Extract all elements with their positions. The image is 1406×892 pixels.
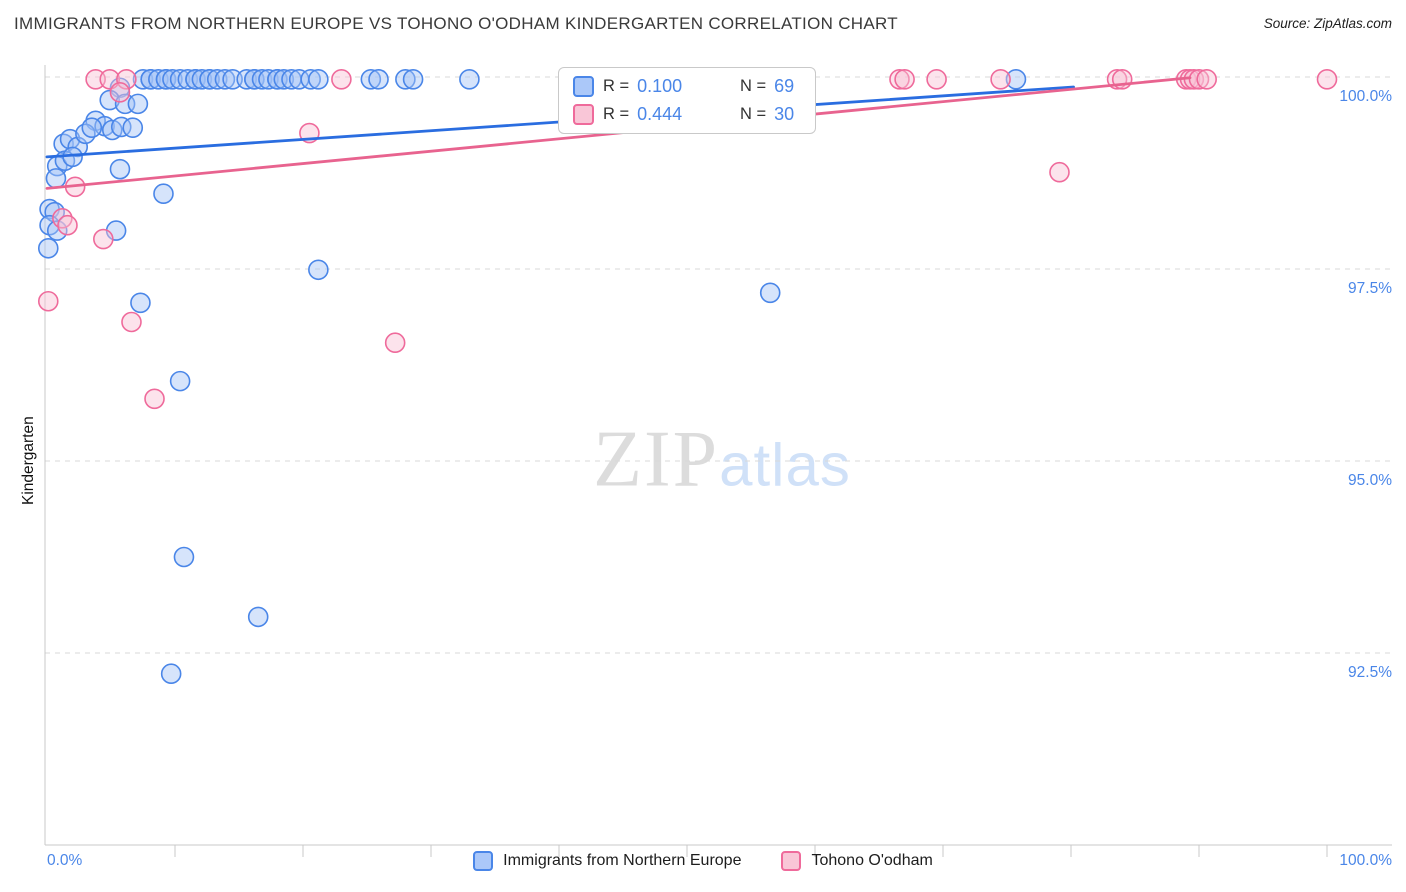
legend-row-blue: R = 0.100 N = 69 [573, 76, 801, 97]
source-attribution: Source: ZipAtlas.com [1263, 16, 1392, 31]
correlation-legend-box: R = 0.100 N = 69 R = 0.444 N = 30 [558, 67, 816, 134]
legend-item-immigrants: Immigrants from Northern Europe [473, 851, 741, 871]
y-tick-95: 95.0% [1348, 472, 1392, 489]
x-tick-100: 100.0% [1339, 852, 1392, 869]
n-label: N = [740, 77, 767, 95]
r-value-pink: 0.444 [637, 104, 683, 124]
n-value-blue: 69 [774, 76, 795, 96]
x-tick-0: 0.0% [47, 852, 83, 869]
r-label: R = [603, 105, 630, 123]
legend-label-tohono: Tohono O'odham [811, 852, 933, 869]
legend-item-tohono: Tohono O'odham [781, 851, 933, 871]
r-label: R = [603, 77, 630, 95]
page-title: IMMIGRANTS FROM NORTHERN EUROPE VS TOHON… [14, 14, 898, 33]
blue-series-swatch [573, 76, 594, 97]
legend-row-pink: R = 0.444 N = 30 [573, 104, 801, 125]
r-value-blue: 0.100 [637, 76, 683, 96]
legend-label-immigrants: Immigrants from Northern Europe [503, 852, 742, 869]
y-tick-97-5: 97.5% [1348, 280, 1392, 297]
pink-series-swatch [781, 851, 802, 871]
n-label: N = [740, 105, 767, 123]
pink-series-swatch [573, 104, 594, 125]
bottom-legend: Immigrants from Northern Europe Tohono O… [0, 851, 1406, 871]
y-tick-100: 100.0% [1339, 88, 1392, 105]
n-value-pink: 30 [774, 104, 795, 124]
y-tick-92-5: 92.5% [1348, 664, 1392, 681]
blue-series-swatch [473, 851, 494, 871]
